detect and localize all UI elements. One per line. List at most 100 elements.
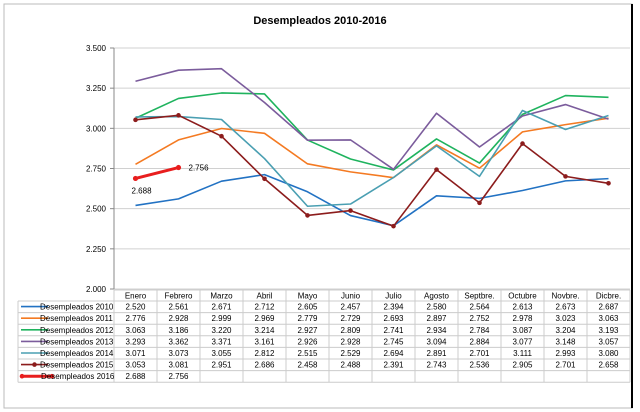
- table-cell: 2.741: [383, 326, 404, 335]
- table-cell: 2.391: [383, 361, 404, 370]
- table-cell: 2.934: [426, 326, 447, 335]
- table-cell: 3.073: [168, 349, 189, 358]
- x-category-label: Dicbre.: [596, 292, 621, 301]
- data-point-marker: [477, 200, 482, 206]
- data-point-marker: [606, 180, 611, 186]
- chart-title: Desempleados 2010-2016: [253, 15, 386, 27]
- table-cell: 2.580: [426, 303, 447, 312]
- table-cell: 2.779: [297, 314, 318, 323]
- table-cell: 2.673: [555, 303, 576, 312]
- table-cell: 2.688: [125, 372, 146, 381]
- series-line-desempleados-2014: [135, 109, 609, 208]
- x-category-label: Mayo: [298, 292, 318, 301]
- table-cell: 2.520: [125, 303, 146, 312]
- y-tick-label: 2.500: [86, 205, 107, 214]
- table-cell: 2.884: [469, 337, 490, 346]
- y-tick-label: 3.000: [86, 124, 107, 133]
- table-cell: 3.371: [211, 337, 232, 346]
- table-cell: 3.293: [125, 337, 146, 346]
- table-cell: 2.905: [512, 361, 533, 370]
- table-cell: 2.999: [211, 314, 232, 323]
- table-cell: 2.745: [383, 337, 404, 346]
- table-cell: 2.613: [512, 303, 533, 312]
- x-category-label: Abril: [256, 292, 272, 301]
- table-cell: 3.186: [168, 326, 189, 335]
- y-tick-label: 2.000: [86, 285, 107, 294]
- table-cell: 2.784: [469, 326, 490, 335]
- legend-label: Desempleados 2014: [40, 349, 114, 358]
- table-cell: 2.743: [426, 361, 447, 370]
- data-point-marker: [175, 164, 182, 171]
- table-cell: 3.057: [598, 337, 619, 346]
- table-cell: 3.023: [555, 314, 576, 323]
- table-cell: 2.927: [297, 326, 318, 335]
- table-cell: 2.529: [340, 349, 361, 358]
- table-cell: 3.077: [512, 337, 533, 346]
- table-cell: 3.053: [125, 361, 146, 370]
- table-cell: 2.686: [254, 361, 275, 370]
- table-cell: 3.148: [555, 337, 576, 346]
- table-cell: 2.926: [297, 337, 318, 346]
- table-cell: 2.993: [555, 349, 576, 358]
- data-point-marker: [133, 117, 138, 123]
- table-cell: 3.204: [555, 326, 576, 335]
- x-category-label: Marzo: [210, 292, 233, 301]
- data-point-marker: [563, 174, 568, 179]
- table-cell: 3.220: [211, 326, 232, 335]
- table-cell: 2.928: [340, 337, 361, 346]
- table-cell: 3.161: [254, 337, 275, 346]
- table-cell: 2.712: [254, 303, 275, 312]
- y-tick-label: 2.750: [86, 165, 107, 174]
- x-category-label: Febrero: [164, 292, 193, 301]
- data-point-marker: [262, 176, 267, 182]
- legend-label: Desempleados 2011: [40, 314, 113, 323]
- table-cell: 3.111: [513, 349, 532, 358]
- x-category-label: Junio: [341, 292, 361, 301]
- table-cell: 2.897: [426, 314, 447, 323]
- series-line-desempleados-2012: [135, 92, 609, 171]
- table-cell: 2.756: [168, 372, 189, 381]
- table-cell: 2.729: [340, 314, 361, 323]
- legend-marker: [49, 373, 55, 379]
- legend-label: Desempleados 2016: [41, 372, 115, 381]
- y-tick-label: 3.250: [86, 84, 107, 93]
- table-cell: 2.693: [383, 314, 404, 323]
- table-cell: 3.362: [168, 337, 189, 346]
- legend-label: Desempleados 2012: [40, 326, 114, 335]
- table-cell: 2.536: [469, 361, 490, 370]
- data-point-marker: [176, 113, 181, 118]
- legend-label: Desempleados 2015: [40, 361, 114, 370]
- table-cell: 2.701: [555, 361, 576, 370]
- table-cell: 3.087: [512, 326, 533, 335]
- data-point-marker: [520, 141, 525, 146]
- table-cell: 2.978: [512, 314, 533, 323]
- table-cell: 2.457: [340, 303, 361, 312]
- table-cell: 2.658: [598, 361, 619, 370]
- table-cell: 3.094: [426, 337, 447, 346]
- y-tick-label: 3.500: [86, 44, 107, 53]
- table-cell: 2.812: [254, 349, 275, 358]
- table-cell: 2.694: [383, 349, 404, 358]
- legend-label: Desempleados 2013: [40, 337, 114, 346]
- y-tick-label: 2.250: [86, 245, 107, 254]
- table-cell: 2.605: [297, 303, 318, 312]
- table-cell: 2.394: [383, 303, 404, 312]
- table-cell: 2.488: [340, 361, 361, 370]
- table-cell: 3.063: [125, 326, 146, 335]
- data-point-marker: [391, 223, 396, 229]
- table-cell: 3.193: [598, 326, 619, 335]
- legend-marker: [32, 362, 37, 367]
- table-cell: 2.809: [340, 326, 361, 335]
- table-cell: 3.214: [254, 326, 275, 335]
- table-cell: 3.080: [598, 349, 619, 358]
- x-category-label: Octubre: [508, 292, 537, 301]
- series-line-desempleados-2011: [135, 117, 609, 179]
- table-cell: 3.055: [211, 349, 232, 358]
- table-cell: 2.671: [211, 303, 232, 312]
- series-line-desempleados-2015: [135, 114, 609, 227]
- data-point-marker: [132, 175, 139, 182]
- data-label: 2.688: [132, 186, 153, 195]
- legend-marker: [19, 373, 25, 379]
- table-cell: 2.951: [211, 361, 232, 370]
